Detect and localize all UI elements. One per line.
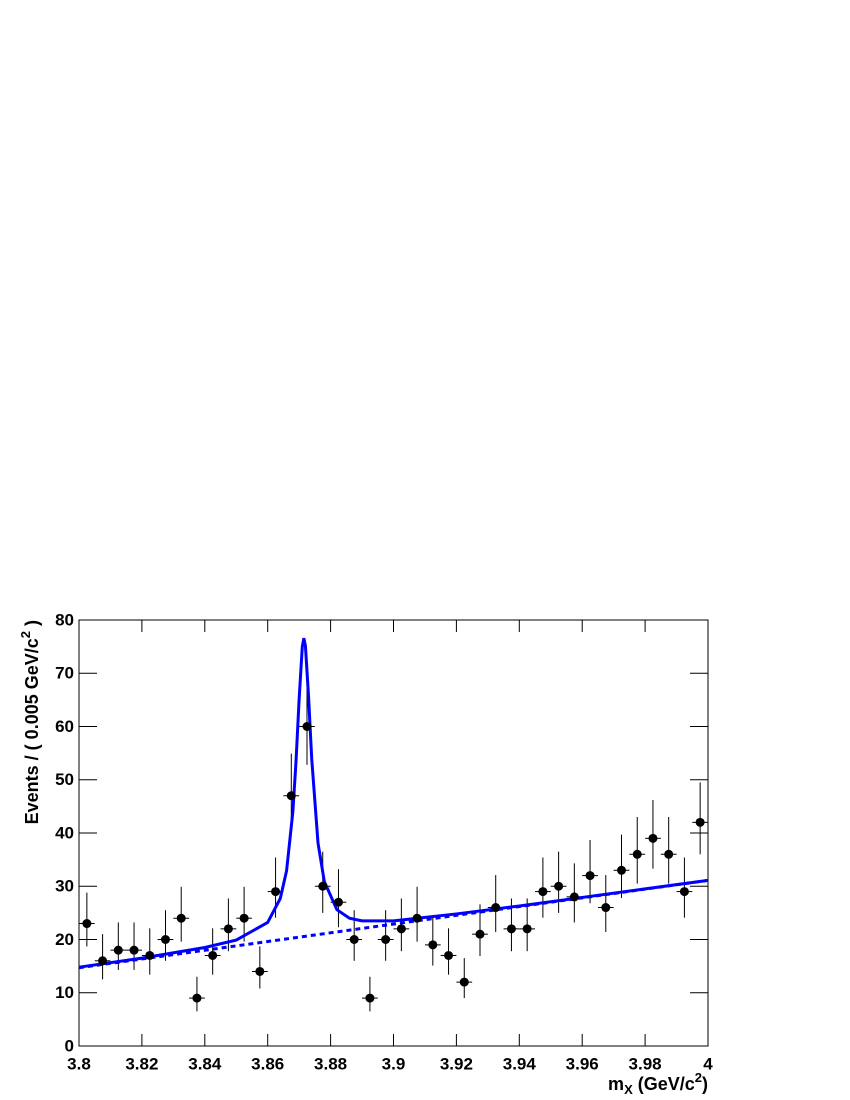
x-tick-label: 3.92: [440, 1054, 473, 1073]
plot-frame: [78, 619, 709, 1047]
x-tick-label: 4: [703, 1054, 713, 1073]
y-tick-label: 20: [55, 930, 74, 949]
x-axis-label: mX (GeV/c2): [608, 1070, 708, 1097]
data-point: [82, 919, 92, 929]
data-point: [506, 924, 516, 934]
data-point: [475, 929, 485, 939]
data-point: [491, 903, 501, 913]
y-tick-label: 80: [55, 610, 74, 629]
data-point: [113, 945, 123, 955]
data-point: [286, 791, 296, 801]
data-point: [554, 881, 564, 891]
x-label-end: ): [702, 1074, 708, 1094]
data-point: [569, 892, 579, 902]
x-tick-label: 3.84: [188, 1054, 222, 1073]
fit-curve: [78, 637, 709, 969]
data-point: [192, 993, 202, 1003]
data-point: [538, 887, 548, 897]
data-point: [412, 913, 422, 923]
y-label-end: ): [22, 620, 42, 631]
data-point: [365, 993, 375, 1003]
y-label-main: Events / ( 0.005 GeV/c: [22, 638, 42, 824]
x-tick-label: 3.82: [125, 1054, 158, 1073]
data-point: [239, 913, 249, 923]
data-point: [318, 881, 328, 891]
x-label-main: m: [608, 1074, 624, 1094]
x-tick-label: 3.86: [251, 1054, 284, 1073]
data-point: [617, 865, 627, 875]
data-point: [98, 956, 108, 966]
y-tick-label: 50: [55, 770, 74, 789]
x-label-sup: 2: [695, 1070, 702, 1085]
data-point: [679, 887, 689, 897]
x-tick-label: 3.98: [629, 1054, 662, 1073]
y-tick-label: 0: [65, 1036, 74, 1055]
data-point: [601, 903, 611, 913]
data-point: [522, 924, 532, 934]
data-point: [648, 833, 658, 843]
data-point: [585, 871, 595, 881]
data-point: [302, 722, 312, 731]
x-tick-label: 3.9: [382, 1054, 406, 1073]
data-point: [695, 817, 705, 827]
data-point: [632, 849, 642, 859]
data-point: [208, 950, 218, 960]
data-point: [160, 935, 170, 944]
y-tick-label: 70: [55, 664, 74, 683]
y-tick-label: 60: [55, 717, 74, 736]
data-point: [223, 924, 233, 934]
data-point: [381, 935, 391, 944]
data-point: [428, 940, 438, 950]
y-tick-label: 10: [55, 983, 74, 1002]
data-point: [176, 913, 186, 923]
y-tick-label: 30: [55, 877, 74, 896]
data-point: [255, 966, 265, 976]
y-axis-label: Events / ( 0.005 GeV/c2 ): [18, 620, 42, 824]
x-tick-label: 3.94: [503, 1054, 537, 1073]
data-point: [444, 950, 454, 960]
data-point: [333, 897, 343, 907]
y-label-sup: 2: [18, 631, 33, 638]
data-point: [459, 977, 469, 987]
x-label-unit: (GeV/c: [633, 1074, 695, 1094]
data-point: [271, 887, 281, 897]
data-point: [664, 849, 674, 859]
background-curve: [78, 878, 709, 970]
data-point: [129, 945, 139, 955]
x-tick-label: 3.88: [314, 1054, 347, 1073]
x-label-sub: X: [624, 1082, 633, 1097]
x-tick-label: 3.8: [67, 1054, 91, 1073]
data-point: [145, 950, 155, 960]
y-tick-label: 40: [55, 823, 74, 842]
x-tick-label: 3.96: [566, 1054, 599, 1073]
data-point: [349, 935, 359, 944]
data-point: [396, 924, 406, 934]
